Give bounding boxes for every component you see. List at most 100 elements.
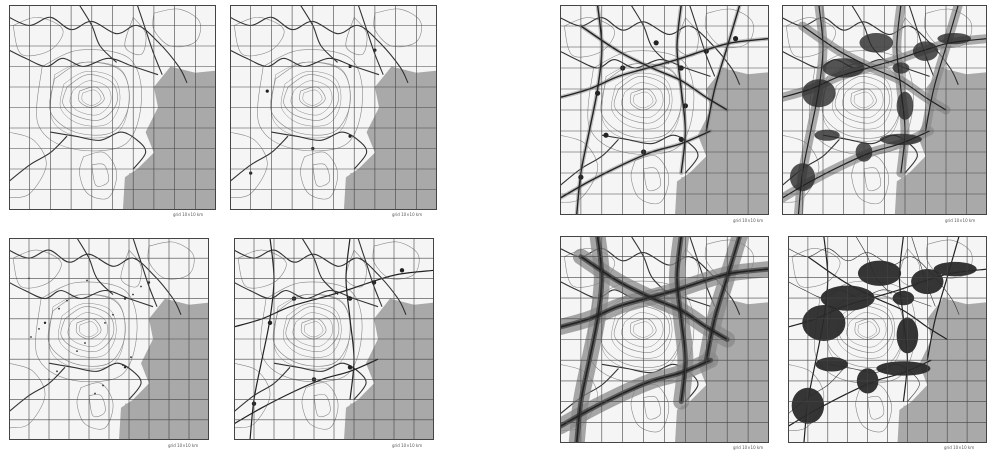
river-line: [560, 139, 619, 187]
map-frame: [230, 5, 437, 210]
river-line: [234, 366, 291, 413]
map-panel-8: [788, 236, 987, 443]
road-line: [580, 25, 728, 111]
river-line: [230, 16, 409, 84]
contour-line: [788, 364, 825, 431]
panel-caption-6: grid 10×10 km: [945, 218, 976, 223]
map-nodes: [230, 5, 437, 210]
map-points: [9, 238, 209, 440]
contour-line: [613, 76, 670, 124]
contour-line: [9, 362, 46, 429]
point-marker: [132, 293, 134, 296]
map-panel-4: [234, 238, 434, 440]
road-line: [802, 25, 947, 111]
contour-line: [91, 163, 110, 187]
coast-line: [48, 362, 142, 400]
point-marker: [94, 392, 96, 395]
river-line: [299, 5, 338, 63]
urban-area: [802, 304, 846, 341]
contour-line: [59, 71, 121, 127]
panel-caption-5: grid 10×10 km: [733, 218, 764, 223]
point-marker: [102, 384, 104, 387]
river-line: [9, 16, 188, 84]
settlement-node: [123, 366, 127, 369]
map-base-terrain: [9, 5, 216, 210]
contour-line: [846, 312, 887, 348]
river-line: [78, 5, 117, 63]
point-marker: [130, 356, 132, 359]
contour-line: [58, 303, 117, 358]
river-line: [357, 5, 384, 75]
road-line: [782, 130, 930, 199]
contour-line: [601, 63, 682, 142]
settlement-node: [732, 36, 739, 42]
river-line: [689, 5, 716, 77]
map-panel-3: [9, 238, 209, 440]
contour-line: [234, 362, 271, 429]
contour-line: [301, 382, 339, 430]
contour-line: [12, 249, 62, 289]
river-line: [76, 238, 114, 295]
river-line: [136, 5, 163, 75]
urban-area: [859, 33, 894, 53]
bay-area: [903, 405, 932, 427]
road-line: [560, 359, 711, 428]
contour-line: [283, 74, 339, 121]
bay-area: [681, 405, 711, 427]
contour-line: [67, 312, 108, 347]
contour-line: [643, 167, 661, 192]
point-marker: [76, 350, 78, 353]
contour-line: [560, 134, 598, 203]
river-line: [301, 238, 339, 295]
settlement-node: [265, 89, 269, 93]
map-panel-5: [560, 5, 769, 215]
contour-line: [230, 131, 268, 198]
road-line: [234, 269, 434, 328]
settlement-node: [603, 132, 609, 138]
contour-line: [814, 280, 916, 384]
settlement-node: [267, 320, 273, 326]
road-line: [807, 256, 948, 341]
contour-line: [312, 163, 331, 187]
contour-line: [273, 294, 351, 370]
map-panel-6: [782, 5, 987, 215]
contour-line: [283, 303, 342, 358]
contour-line: [842, 82, 884, 119]
panel-caption-1: grid 10×10 km: [173, 212, 204, 217]
panel-caption-2: grid 10×10 km: [392, 212, 423, 217]
map-frame: [560, 236, 769, 443]
river-line: [560, 368, 619, 415]
contour-line: [857, 321, 877, 338]
contour-line: [50, 61, 130, 139]
point-marker: [56, 370, 58, 373]
contour-line: [62, 74, 118, 121]
contour-line: [36, 49, 142, 152]
panel-caption-8: grid 10×10 km: [944, 445, 975, 450]
contour-line: [643, 395, 661, 420]
map-network: [234, 238, 434, 440]
contour-line: [12, 16, 64, 57]
contour-line: [867, 395, 885, 420]
settlement-node: [653, 40, 659, 46]
bay-area: [681, 177, 711, 199]
contour-line: [290, 80, 333, 116]
map-frame: [560, 5, 769, 215]
contour-line: [88, 394, 106, 418]
contour-line: [851, 155, 889, 205]
coast-line: [601, 363, 699, 402]
road-line: [580, 256, 728, 341]
point-marker: [112, 313, 114, 316]
urban-area: [857, 260, 902, 286]
contour-line: [785, 17, 836, 58]
urban-area: [802, 79, 836, 108]
river-line: [9, 281, 154, 308]
coast-line: [273, 362, 367, 400]
map-panel-7: [560, 236, 769, 443]
contour-line: [76, 382, 114, 430]
contour-line: [633, 321, 654, 338]
contour-line: [863, 167, 882, 192]
contour-line: [563, 17, 615, 58]
contour-line: [271, 61, 351, 139]
bay-area: [350, 173, 379, 194]
contour-line: [313, 394, 331, 418]
